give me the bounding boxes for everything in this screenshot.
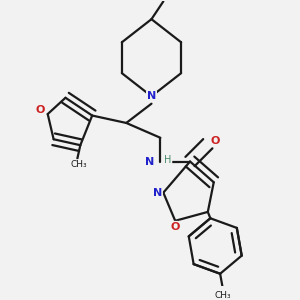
Text: N: N [146,157,154,166]
Text: H: H [164,155,172,165]
Text: N: N [147,91,156,101]
Text: O: O [211,136,220,146]
Text: O: O [36,105,45,115]
Text: CH₃: CH₃ [215,292,231,300]
Text: CH₃: CH₃ [70,160,87,169]
Text: O: O [170,222,180,232]
Text: N: N [153,188,162,198]
